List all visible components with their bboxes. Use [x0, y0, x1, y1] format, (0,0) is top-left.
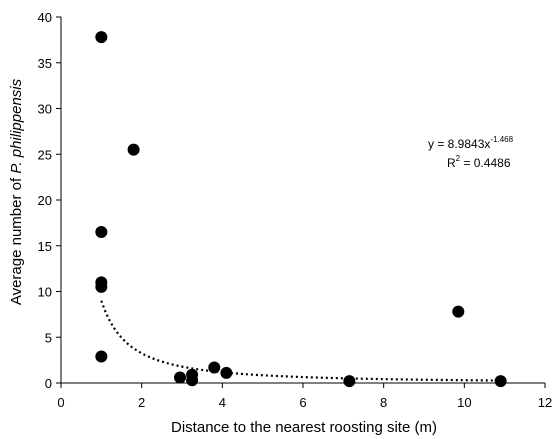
x-tick-label: 4 — [219, 395, 226, 410]
x-tick-label: 12 — [538, 395, 552, 410]
y-tick-label: 35 — [38, 56, 52, 71]
y-axis-label-text: Average number of — [8, 174, 25, 305]
y-axis-ticks: 0 5 10 15 20 25 30 35 40 — [38, 10, 61, 391]
power-trendline — [100, 300, 501, 382]
data-point — [452, 305, 465, 318]
y-tick-label: 25 — [38, 147, 52, 162]
data-point — [208, 361, 221, 374]
y-axis-label-species: P. philippensis — [8, 78, 25, 173]
r2-value: = 0.4486 — [460, 156, 511, 170]
data-point — [173, 371, 186, 384]
y-tick-label: 15 — [38, 239, 52, 254]
y-tick-label: 5 — [45, 330, 52, 345]
r2-text: R — [447, 156, 456, 170]
equation-exponent: -1.468 — [490, 135, 513, 144]
data-point — [95, 280, 108, 293]
y-tick-label: 0 — [45, 376, 52, 391]
x-tick-label: 0 — [57, 395, 64, 410]
y-tick-label: 10 — [38, 285, 52, 300]
data-point — [494, 375, 507, 388]
y-tick-label: 40 — [38, 10, 52, 25]
y-axis-label: Average number of P. philippensis — [8, 78, 25, 305]
data-point — [95, 31, 108, 44]
data-point — [127, 143, 140, 156]
data-point — [343, 375, 356, 388]
x-tick-label: 8 — [380, 395, 387, 410]
y-tick-label: 20 — [38, 193, 52, 208]
data-point — [95, 226, 108, 239]
trendline-r-squared: R2 = 0.4486 — [447, 154, 511, 170]
r2-exponent: 2 — [456, 154, 461, 163]
data-point — [186, 374, 199, 387]
equation-text: y = 8.9843x — [428, 137, 490, 151]
x-tick-label: 6 — [299, 395, 306, 410]
y-tick-label: 30 — [38, 102, 52, 117]
x-axis-ticks: 0 2 4 6 8 10 12 — [57, 383, 552, 410]
x-tick-label: 2 — [138, 395, 145, 410]
x-tick-label: 10 — [457, 395, 471, 410]
data-point — [95, 350, 108, 363]
data-points — [95, 31, 507, 388]
trendline-equation: y = 8.9843x-1.468 — [428, 135, 514, 151]
data-point — [220, 366, 233, 379]
x-axis-label: Distance to the nearest roosting site (m… — [171, 419, 437, 436]
